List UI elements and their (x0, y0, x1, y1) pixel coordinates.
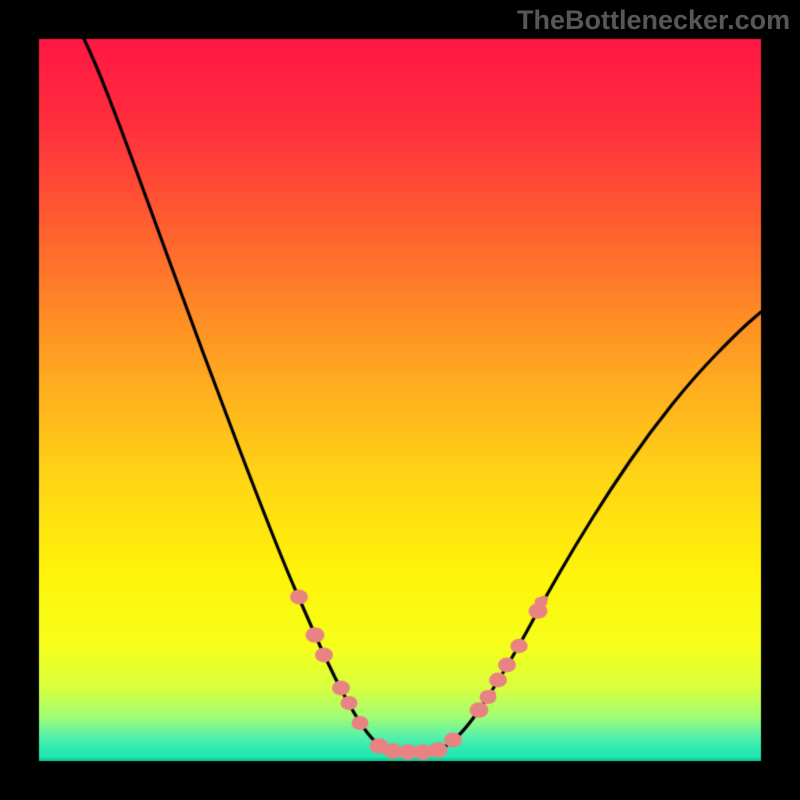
chart-stage: TheBottlenecker.com (0, 0, 800, 800)
watermark-text: TheBottlenecker.com (517, 5, 790, 36)
chart-canvas (0, 0, 800, 800)
